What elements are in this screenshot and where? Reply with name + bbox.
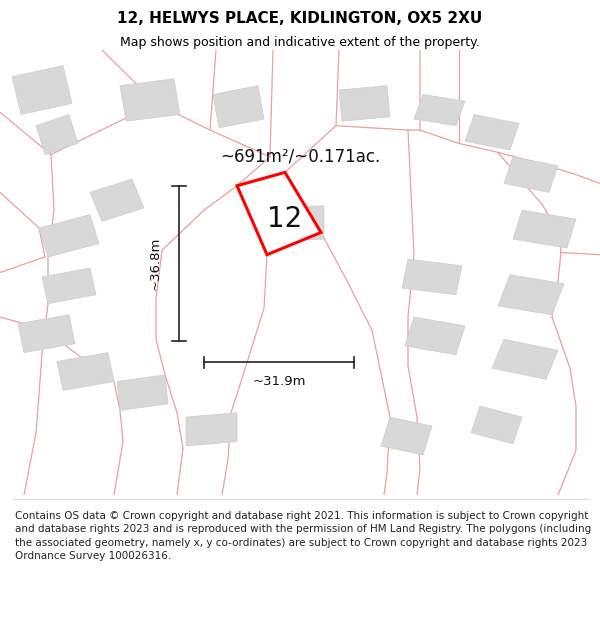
Polygon shape <box>237 173 321 255</box>
Polygon shape <box>186 412 237 446</box>
Polygon shape <box>402 259 462 295</box>
Polygon shape <box>465 114 519 150</box>
Polygon shape <box>117 375 168 411</box>
Polygon shape <box>492 339 558 379</box>
Polygon shape <box>39 214 99 257</box>
Text: 12, HELWYS PLACE, KIDLINGTON, OX5 2XU: 12, HELWYS PLACE, KIDLINGTON, OX5 2XU <box>118 11 482 26</box>
Polygon shape <box>381 417 432 455</box>
Polygon shape <box>57 352 114 391</box>
Polygon shape <box>12 66 72 114</box>
Polygon shape <box>261 206 324 241</box>
Polygon shape <box>471 406 522 444</box>
Polygon shape <box>504 157 558 192</box>
Polygon shape <box>18 315 75 352</box>
Polygon shape <box>42 268 96 304</box>
Polygon shape <box>513 210 576 248</box>
Text: ~31.9m: ~31.9m <box>252 375 306 388</box>
Polygon shape <box>90 179 144 221</box>
Polygon shape <box>405 317 465 355</box>
Polygon shape <box>120 79 180 121</box>
Polygon shape <box>339 86 390 121</box>
Text: ~36.8m: ~36.8m <box>148 237 161 290</box>
Polygon shape <box>36 114 78 154</box>
Text: 12: 12 <box>268 205 302 233</box>
Polygon shape <box>414 94 465 126</box>
Text: ~691m²/~0.171ac.: ~691m²/~0.171ac. <box>220 148 380 166</box>
Polygon shape <box>213 86 264 128</box>
Text: Map shows position and indicative extent of the property.: Map shows position and indicative extent… <box>120 36 480 49</box>
Polygon shape <box>498 275 564 315</box>
Text: Contains OS data © Crown copyright and database right 2021. This information is : Contains OS data © Crown copyright and d… <box>15 511 591 561</box>
